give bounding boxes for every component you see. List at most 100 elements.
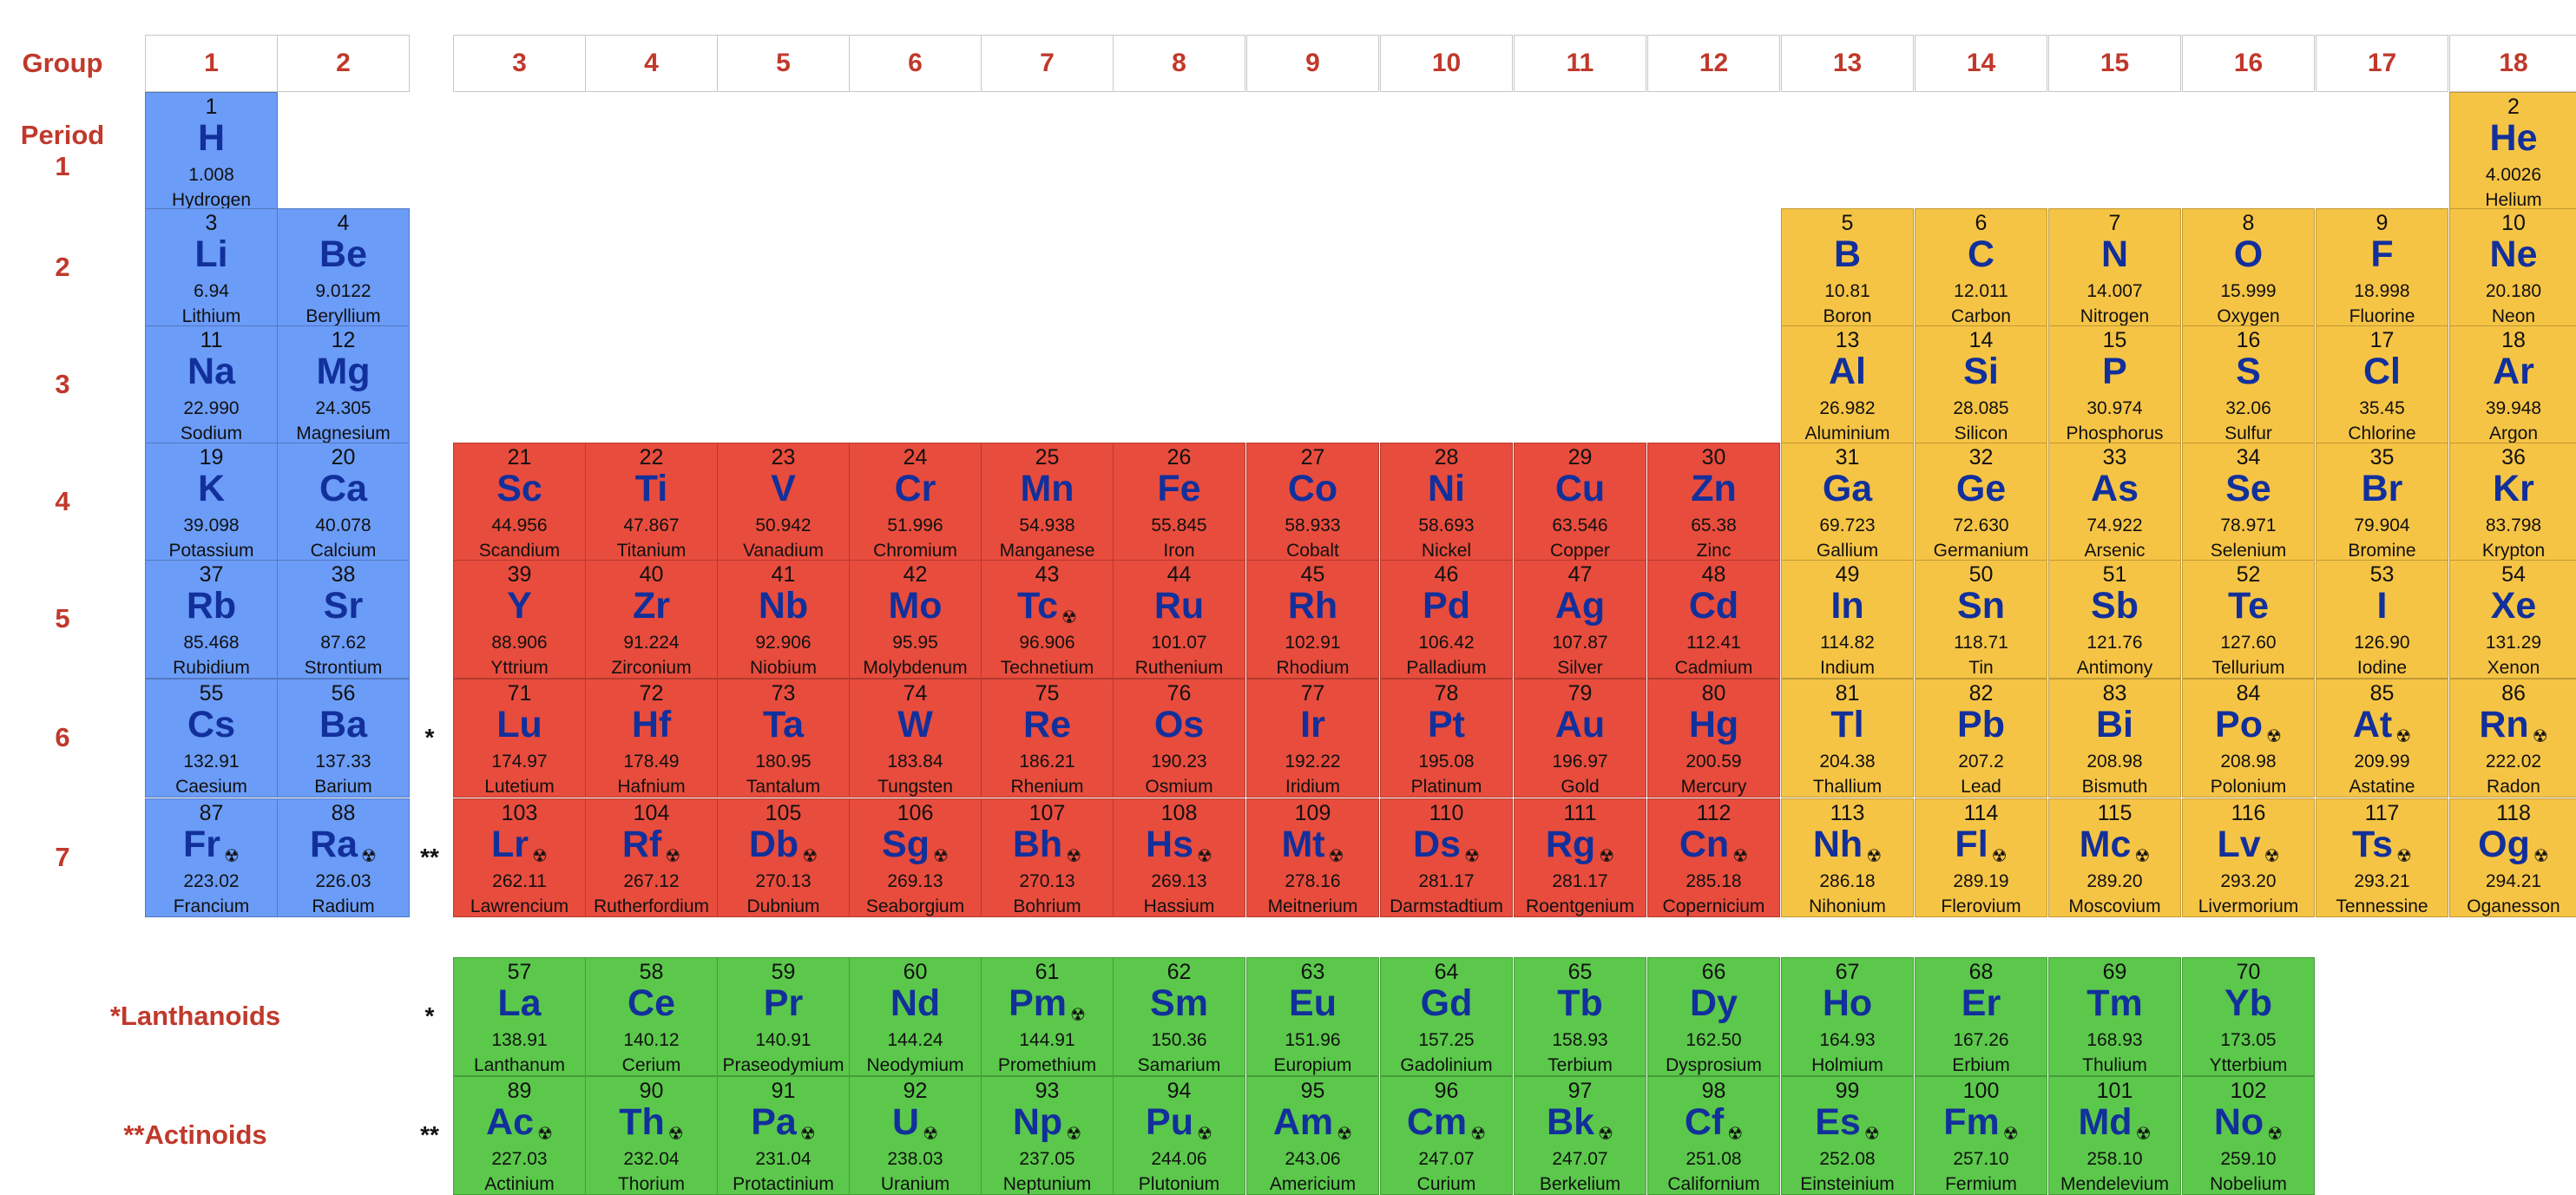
element-cell-bh[interactable]: 107 Bh ☢ 270.13 Bohrium (981, 798, 1114, 917)
element-cell-ce[interactable]: 58 Ce 140.12 Cerium (585, 957, 718, 1076)
element-cell-mg[interactable]: 12 Mg 24.305 Magnesium (277, 325, 410, 444)
element-cell-mc[interactable]: 115 Mc ☢ 289.20 Moscovium (2048, 798, 2181, 917)
element-cell-br[interactable]: 35 Br 79.904 Bromine (2316, 443, 2448, 561)
element-cell-cr[interactable]: 24 Cr 51.996 Chromium (849, 443, 982, 561)
element-cell-sn[interactable]: 50 Sn 118.71 Tin (1915, 560, 2047, 679)
element-cell-rn[interactable]: 86 Rn ☢ 222.02 Radon (2449, 679, 2576, 798)
element-cell-cd[interactable]: 48 Cd 112.41 Cadmium (1647, 560, 1780, 679)
element-cell-fm[interactable]: 100 Fm ☢ 257.10 Fermium (1915, 1076, 2047, 1195)
element-cell-sm[interactable]: 62 Sm 150.36 Samarium (1113, 957, 1245, 1076)
element-cell-xe[interactable]: 54 Xe 131.29 Xenon (2449, 560, 2576, 679)
element-cell-nd[interactable]: 60 Nd 144.24 Neodymium (849, 957, 982, 1076)
element-cell-tm[interactable]: 69 Tm 168.93 Thulium (2048, 957, 2181, 1076)
element-cell-na[interactable]: 11 Na 22.990 Sodium (145, 325, 278, 444)
element-cell-in[interactable]: 49 In 114.82 Indium (1781, 560, 1914, 679)
element-cell-hs[interactable]: 108 Hs ☢ 269.13 Hassium (1113, 798, 1245, 917)
element-cell-he[interactable]: 2 He 4.0026 Helium (2449, 92, 2576, 211)
element-cell-kr[interactable]: 36 Kr 83.798 Krypton (2449, 443, 2576, 561)
element-cell-ge[interactable]: 32 Ge 72.630 Germanium (1915, 443, 2047, 561)
element-cell-ca[interactable]: 20 Ca 40.078 Calcium (277, 443, 410, 561)
element-cell-mo[interactable]: 42 Mo 95.95 Molybdenum (849, 560, 982, 679)
element-cell-rf[interactable]: 104 Rf ☢ 267.12 Rutherfordium (585, 798, 718, 917)
element-cell-b[interactable]: 5 B 10.81 Boron (1781, 208, 1914, 327)
element-cell-au[interactable]: 79 Au 196.97 Gold (1514, 679, 1646, 798)
element-cell-li[interactable]: 3 Li 6.94 Lithium (145, 208, 278, 327)
element-cell-pr[interactable]: 59 Pr 140.91 Praseodymium (717, 957, 850, 1076)
element-cell-yb[interactable]: 70 Yb 173.05 Ytterbium (2182, 957, 2315, 1076)
element-cell-se[interactable]: 34 Se 78.971 Selenium (2182, 443, 2315, 561)
element-cell-pm[interactable]: 61 Pm ☢ 144.91 Promethium (981, 957, 1114, 1076)
element-cell-cm[interactable]: 96 Cm ☢ 247.07 Curium (1380, 1076, 1513, 1195)
element-cell-ra[interactable]: 88 Ra ☢ 226.03 Radium (277, 798, 410, 917)
element-cell-es[interactable]: 99 Es ☢ 252.08 Einsteinium (1781, 1076, 1914, 1195)
element-cell-er[interactable]: 68 Er 167.26 Erbium (1915, 957, 2047, 1076)
element-cell-si[interactable]: 14 Si 28.085 Silicon (1915, 325, 2047, 444)
element-cell-fr[interactable]: 87 Fr ☢ 223.02 Francium (145, 798, 278, 917)
element-cell-ta[interactable]: 73 Ta 180.95 Tantalum (717, 679, 850, 798)
element-cell-te[interactable]: 52 Te 127.60 Tellurium (2182, 560, 2315, 679)
element-cell-u[interactable]: 92 U ☢ 238.03 Uranium (849, 1076, 982, 1195)
element-cell-md[interactable]: 101 Md ☢ 258.10 Mendelevium (2048, 1076, 2181, 1195)
element-cell-mt[interactable]: 109 Mt ☢ 278.16 Meitnerium (1246, 798, 1379, 917)
element-cell-ga[interactable]: 31 Ga 69.723 Gallium (1781, 443, 1914, 561)
element-cell-dy[interactable]: 66 Dy 162.50 Dysprosium (1647, 957, 1780, 1076)
element-cell-o[interactable]: 8 O 15.999 Oxygen (2182, 208, 2315, 327)
element-cell-ho[interactable]: 67 Ho 164.93 Holmium (1781, 957, 1914, 1076)
element-cell-tc[interactable]: 43 Tc ☢ 96.906 Technetium (981, 560, 1114, 679)
element-cell-ne[interactable]: 10 Ne 20.180 Neon (2449, 208, 2576, 327)
element-cell-po[interactable]: 84 Po ☢ 208.98 Polonium (2182, 679, 2315, 798)
element-cell-bi[interactable]: 83 Bi 208.98 Bismuth (2048, 679, 2181, 798)
element-cell-fe[interactable]: 26 Fe 55.845 Iron (1113, 443, 1245, 561)
element-cell-h[interactable]: 1 H 1.008 Hydrogen (145, 92, 278, 211)
element-cell-n[interactable]: 7 N 14.007 Nitrogen (2048, 208, 2181, 327)
element-cell-ag[interactable]: 47 Ag 107.87 Silver (1514, 560, 1646, 679)
element-cell-ac[interactable]: 89 Ac ☢ 227.03 Actinium (453, 1076, 586, 1195)
element-cell-zn[interactable]: 30 Zn 65.38 Zinc (1647, 443, 1780, 561)
element-cell-la[interactable]: 57 La 138.91 Lanthanum (453, 957, 586, 1076)
element-cell-no[interactable]: 102 No ☢ 259.10 Nobelium (2182, 1076, 2315, 1195)
element-cell-v[interactable]: 23 V 50.942 Vanadium (717, 443, 850, 561)
element-cell-db[interactable]: 105 Db ☢ 270.13 Dubnium (717, 798, 850, 917)
element-cell-ds[interactable]: 110 Ds ☢ 281.17 Darmstadtium (1380, 798, 1513, 917)
element-cell-ba[interactable]: 56 Ba 137.33 Barium (277, 679, 410, 798)
element-cell-tb[interactable]: 65 Tb 158.93 Terbium (1514, 957, 1646, 1076)
element-cell-i[interactable]: 53 I 126.90 Iodine (2316, 560, 2448, 679)
element-cell-p[interactable]: 15 P 30.974 Phosphorus (2048, 325, 2181, 444)
element-cell-og[interactable]: 118 Og ☢ 294.21 Oganesson (2449, 798, 2576, 917)
element-cell-ar[interactable]: 18 Ar 39.948 Argon (2449, 325, 2576, 444)
element-cell-hg[interactable]: 80 Hg 200.59 Mercury (1647, 679, 1780, 798)
element-cell-rh[interactable]: 45 Rh 102.91 Rhodium (1246, 560, 1379, 679)
element-cell-tl[interactable]: 81 Tl 204.38 Thallium (1781, 679, 1914, 798)
element-cell-ir[interactable]: 77 Ir 192.22 Iridium (1246, 679, 1379, 798)
element-cell-re[interactable]: 75 Re 186.21 Rhenium (981, 679, 1114, 798)
element-cell-al[interactable]: 13 Al 26.982 Aluminium (1781, 325, 1914, 444)
element-cell-ni[interactable]: 28 Ni 58.693 Nickel (1380, 443, 1513, 561)
element-cell-ts[interactable]: 117 Ts ☢ 293.21 Tennessine (2316, 798, 2448, 917)
element-cell-rb[interactable]: 37 Rb 85.468 Rubidium (145, 560, 278, 679)
element-cell-y[interactable]: 39 Y 88.906 Yttrium (453, 560, 586, 679)
element-cell-f[interactable]: 9 F 18.998 Fluorine (2316, 208, 2448, 327)
element-cell-rg[interactable]: 111 Rg ☢ 281.17 Roentgenium (1514, 798, 1646, 917)
element-cell-lr[interactable]: 103 Lr ☢ 262.11 Lawrencium (453, 798, 586, 917)
element-cell-as[interactable]: 33 As 74.922 Arsenic (2048, 443, 2181, 561)
element-cell-s[interactable]: 16 S 32.06 Sulfur (2182, 325, 2315, 444)
element-cell-sr[interactable]: 38 Sr 87.62 Strontium (277, 560, 410, 679)
element-cell-sb[interactable]: 51 Sb 121.76 Antimony (2048, 560, 2181, 679)
element-cell-nb[interactable]: 41 Nb 92.906 Niobium (717, 560, 850, 679)
element-cell-cs[interactable]: 55 Cs 132.91 Caesium (145, 679, 278, 798)
element-cell-bk[interactable]: 97 Bk ☢ 247.07 Berkelium (1514, 1076, 1646, 1195)
element-cell-be[interactable]: 4 Be 9.0122 Beryllium (277, 208, 410, 327)
element-cell-pu[interactable]: 94 Pu ☢ 244.06 Plutonium (1113, 1076, 1245, 1195)
element-cell-cl[interactable]: 17 Cl 35.45 Chlorine (2316, 325, 2448, 444)
element-cell-nh[interactable]: 113 Nh ☢ 286.18 Nihonium (1781, 798, 1914, 917)
element-cell-cn[interactable]: 112 Cn ☢ 285.18 Copernicium (1647, 798, 1780, 917)
element-cell-gd[interactable]: 64 Gd 157.25 Gadolinium (1380, 957, 1513, 1076)
element-cell-th[interactable]: 90 Th ☢ 232.04 Thorium (585, 1076, 718, 1195)
element-cell-eu[interactable]: 63 Eu 151.96 Europium (1246, 957, 1379, 1076)
element-cell-k[interactable]: 19 K 39.098 Potassium (145, 443, 278, 561)
element-cell-sc[interactable]: 21 Sc 44.956 Scandium (453, 443, 586, 561)
element-cell-am[interactable]: 95 Am ☢ 243.06 Americium (1246, 1076, 1379, 1195)
element-cell-ti[interactable]: 22 Ti 47.867 Titanium (585, 443, 718, 561)
element-cell-np[interactable]: 93 Np ☢ 237.05 Neptunium (981, 1076, 1114, 1195)
element-cell-co[interactable]: 27 Co 58.933 Cobalt (1246, 443, 1379, 561)
